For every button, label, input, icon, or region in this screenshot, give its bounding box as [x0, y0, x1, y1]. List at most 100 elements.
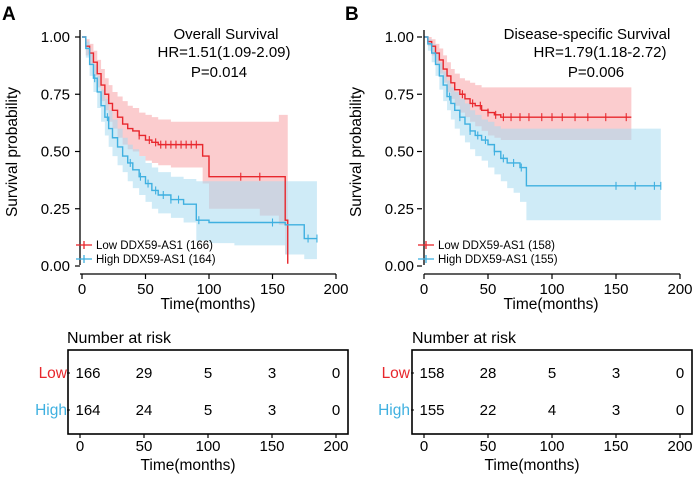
legend-label: Low DDX59-AS1 (158) — [438, 240, 555, 252]
x-tick-label: 0 — [420, 281, 428, 298]
risk-table-title: Number at risk — [412, 330, 517, 347]
x-axis-title: Time(months) — [160, 296, 255, 313]
y-axis-title: Survival probability — [4, 87, 21, 217]
risk-count-cell: 4 — [548, 402, 556, 419]
x-tick-label: 200 — [667, 281, 692, 298]
risk-count-cell: 24 — [136, 402, 153, 419]
risk-table-frame — [411, 349, 693, 435]
risk-count-cell: 164 — [75, 402, 100, 419]
y-axis-title: Survival probability — [348, 87, 365, 217]
risk-x-tick-label: 150 — [603, 438, 628, 455]
y-tick-label: 0.50 — [385, 144, 414, 161]
legend-label: Low DDX59-AS1 (166) — [96, 240, 213, 252]
censor-marks — [449, 90, 662, 190]
legend: Low DDX59-AS1 (158) High DDX59-AS1 (155) — [418, 240, 558, 266]
risk-x-ticks: 0 50 100 150 200 — [420, 434, 693, 455]
y-tick-label: 1.00 — [385, 29, 414, 46]
risk-x-tick-label: 200 — [323, 438, 348, 455]
risk-count-cell: 158 — [419, 365, 444, 382]
y-tick-label: 0.75 — [41, 86, 70, 103]
x-ticks: 0 50 100 150 200 — [420, 274, 693, 298]
legend: Low DDX59-AS1 (166) High DDX59-AS1 (164) — [76, 240, 216, 266]
risk-count-cell: 5 — [204, 402, 212, 419]
risk-x-ticks: 0 50 100 150 200 — [76, 434, 349, 455]
risk-count-cell: 29 — [136, 365, 153, 382]
risk-group-high: High — [378, 402, 410, 419]
x-tick-label: 100 — [196, 281, 221, 298]
panel-a: A 0.000.250.500.751.00 0 50 100 150 200 Surv… — [2, 4, 349, 474]
risk-count-cell: 3 — [268, 402, 276, 419]
legend-label: High DDX59-AS1 (164) — [96, 254, 216, 266]
hazard-ratio: HR=1.51(1.09-2.09) — [158, 44, 291, 61]
risk-count-cell: 0 — [676, 402, 684, 419]
p-value: P=0.006 — [568, 64, 624, 81]
y-ticks: 0.00 0.25 0.50 0.75 1.00 — [41, 29, 80, 275]
legend-item-high: High DDX59-AS1 (164) — [76, 254, 216, 266]
risk-x-tick-label: 0 — [420, 438, 428, 455]
risk-x-tick-label: 100 — [539, 438, 564, 455]
km-plot: 0.00 0.25 0.50 0.75 1.00 0 50 100 150 200 Surviv… — [348, 26, 693, 313]
panel-letter: A — [2, 4, 16, 25]
panel-b: B 0.000.250.500.751.00 0 50 100 150 200 Surv… — [345, 4, 693, 474]
risk-x-tick-label: 0 — [76, 438, 84, 455]
risk-counts: 158 28 5 3 0 155 22 4 3 0 — [411, 365, 684, 419]
risk-table: Number at risk Low High 158 28 5 3 0 155 22 4 3 0… — [378, 330, 693, 474]
risk-count-cell: 3 — [612, 402, 620, 419]
confidence-bands — [82, 37, 317, 264]
legend-label: High DDX59-AS1 (155) — [438, 254, 558, 266]
censor-marks — [94, 74, 318, 243]
y-tick-label: 0.00 — [41, 258, 70, 275]
risk-group-low: Low — [382, 365, 411, 382]
survival-curve-low — [82, 36, 289, 264]
x-tick-label: 150 — [260, 281, 285, 298]
x-tick-label: 100 — [539, 281, 564, 298]
risk-x-tick-label: 150 — [259, 438, 284, 455]
risk-x-tick-label: 100 — [195, 438, 220, 455]
risk-x-tick-label: 50 — [480, 438, 497, 455]
risk-count-cell: 5 — [548, 365, 556, 382]
y-tick-label: 0.25 — [41, 201, 70, 218]
risk-count-cell: 3 — [268, 365, 276, 382]
risk-x-axis-title: Time(months) — [140, 457, 235, 474]
risk-x-tick-label: 50 — [136, 438, 153, 455]
hazard-ratio: HR=1.79(1.18-2.72) — [534, 44, 667, 61]
plot-title: Overall Survival — [173, 26, 278, 43]
risk-count-cell: 5 — [204, 365, 212, 382]
legend-item-high: High DDX59-AS1 (155) — [418, 254, 558, 266]
risk-group-high: High — [35, 402, 67, 419]
survival-curve-high — [82, 36, 317, 240]
risk-table-frame — [67, 349, 349, 435]
risk-count-cell: 28 — [480, 365, 497, 382]
risk-counts: 166 29 5 3 0 164 24 5 3 0 — [67, 365, 340, 419]
plot-title: Disease-specific Survival — [504, 26, 671, 43]
legend-item-low: Low DDX59-AS1 (158) — [418, 240, 555, 252]
ci-band-high — [424, 37, 661, 221]
x-tick-label: 50 — [137, 281, 154, 298]
risk-count-cell: 3 — [612, 365, 620, 382]
risk-count-cell: 0 — [332, 402, 340, 419]
risk-table-title: Number at risk — [67, 330, 172, 347]
risk-x-tick-label: 200 — [667, 438, 692, 455]
x-tick-label: 50 — [480, 281, 497, 298]
risk-x-axis-title: Time(months) — [484, 457, 579, 474]
x-tick-label: 0 — [78, 281, 86, 298]
risk-group-low: Low — [39, 365, 68, 382]
x-axis-title: Time(months) — [503, 296, 598, 313]
y-tick-label: 0.25 — [385, 201, 414, 218]
ci-band-high — [82, 37, 317, 260]
risk-count-cell: 0 — [676, 365, 684, 382]
risk-table: Number at risk Low High 166 29 5 3 0 164 24 5 3 0… — [35, 330, 349, 474]
confidence-bands — [424, 37, 661, 221]
x-tick-label: 200 — [323, 281, 348, 298]
panel-letter: B — [345, 4, 359, 25]
risk-count-cell: 155 — [419, 402, 444, 419]
x-ticks: 0 50 100 150 200 — [78, 274, 349, 298]
y-tick-label: 0.50 — [41, 144, 70, 161]
x-tick-label: 150 — [603, 281, 628, 298]
ci-band-low — [424, 37, 632, 141]
legend-item-low: Low DDX59-AS1 (166) — [76, 240, 213, 252]
survival-curves — [82, 36, 317, 264]
y-tick-label: 0.75 — [385, 86, 414, 103]
y-tick-label: 0.00 — [385, 258, 414, 275]
